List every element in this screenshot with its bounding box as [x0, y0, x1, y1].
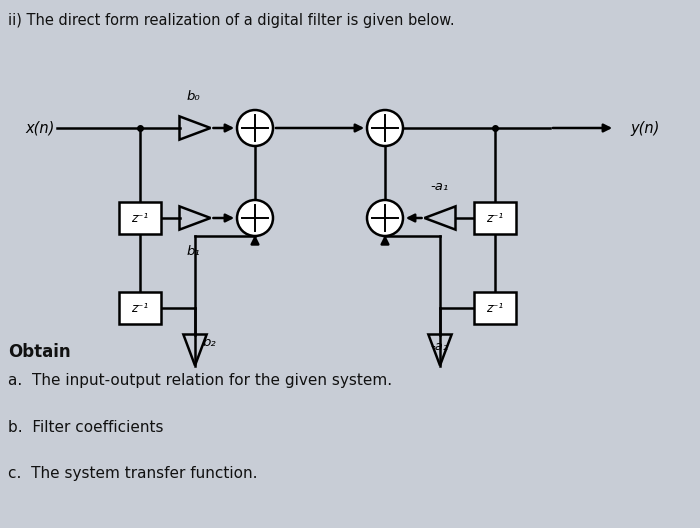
Text: b.  Filter coefficients: b. Filter coefficients: [8, 420, 164, 435]
FancyBboxPatch shape: [474, 202, 516, 234]
Text: b₁: b₁: [186, 245, 200, 258]
Text: -a₂: -a₂: [431, 340, 449, 353]
FancyBboxPatch shape: [119, 202, 161, 234]
Text: z⁻¹: z⁻¹: [486, 212, 503, 224]
Circle shape: [237, 200, 273, 236]
Text: y(n): y(n): [630, 120, 659, 136]
Text: b₀: b₀: [186, 90, 200, 103]
Text: b₂: b₂: [203, 336, 217, 350]
Text: Obtain: Obtain: [8, 343, 71, 361]
Text: z⁻¹: z⁻¹: [132, 301, 148, 315]
Circle shape: [237, 110, 273, 146]
FancyBboxPatch shape: [474, 292, 516, 324]
Text: -a₁: -a₁: [431, 180, 449, 193]
Text: ii) The direct form realization of a digital filter is given below.: ii) The direct form realization of a dig…: [8, 13, 454, 28]
Text: a.  The input-output relation for the given system.: a. The input-output relation for the giv…: [8, 373, 392, 388]
Text: z⁻¹: z⁻¹: [132, 212, 148, 224]
Circle shape: [367, 200, 403, 236]
Circle shape: [367, 110, 403, 146]
FancyBboxPatch shape: [119, 292, 161, 324]
Text: z⁻¹: z⁻¹: [486, 301, 503, 315]
Text: c.  The system transfer function.: c. The system transfer function.: [8, 466, 258, 481]
Text: x(n): x(n): [26, 120, 55, 136]
